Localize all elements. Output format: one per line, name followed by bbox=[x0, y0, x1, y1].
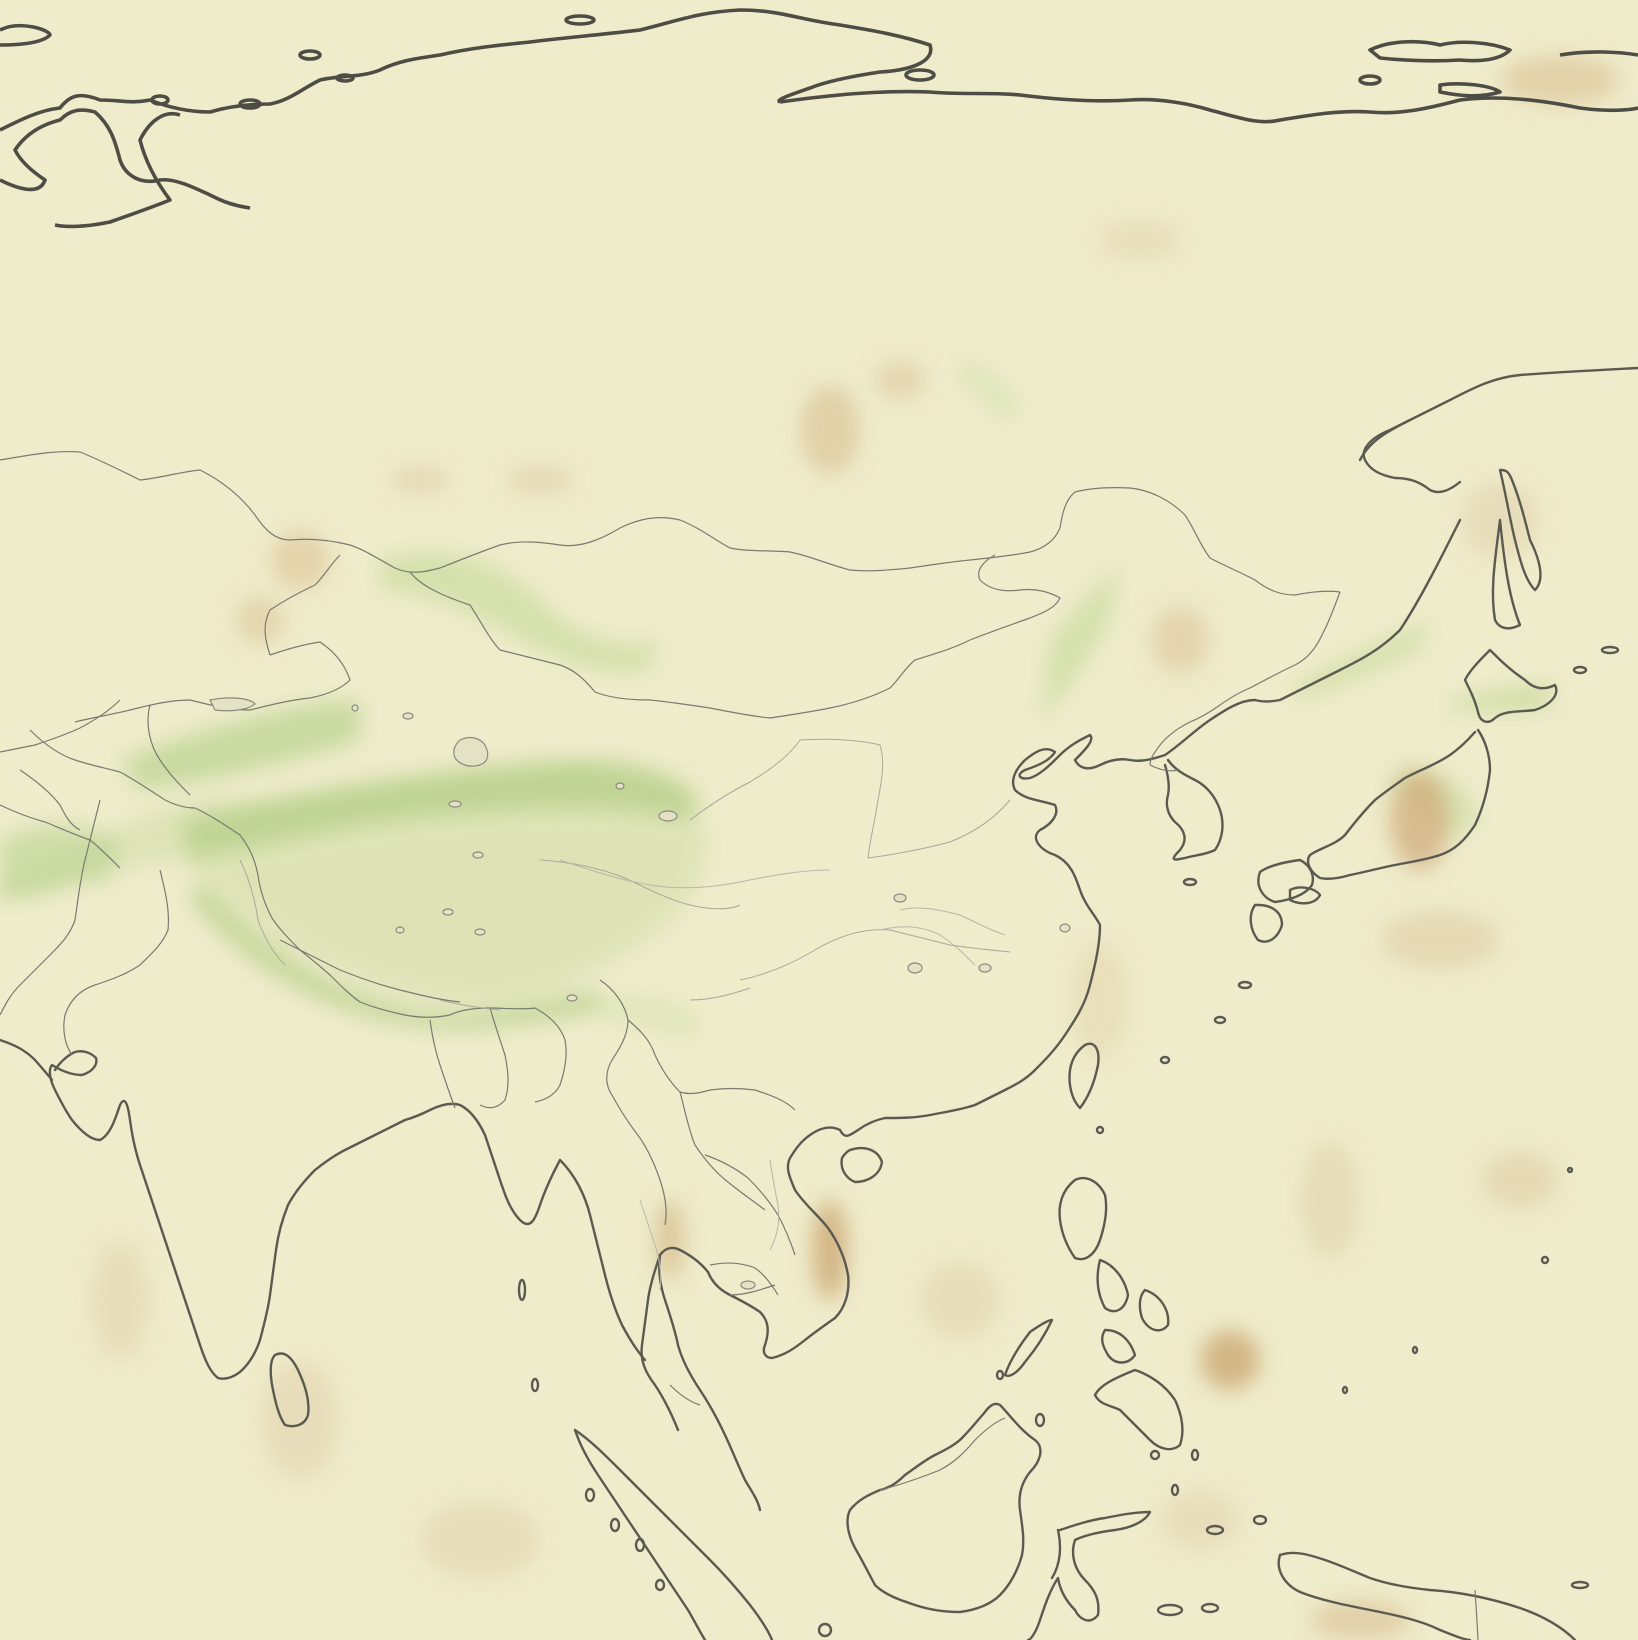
philippines-islands bbox=[1003, 1176, 1184, 1451]
internal-boundaries bbox=[239, 738, 1011, 1011]
lakes bbox=[209, 697, 1071, 1290]
arctic-coastline bbox=[0, 8, 1638, 229]
kamchatka-coast bbox=[1253, 366, 1638, 703]
japan-islands bbox=[1249, 648, 1558, 943]
country-borders bbox=[0, 450, 1479, 1640]
islets bbox=[517, 645, 1620, 1638]
sulawesi-island bbox=[1026, 1510, 1152, 1640]
rivers bbox=[559, 859, 1006, 1291]
borneo-island bbox=[846, 1402, 1042, 1614]
relief-shading bbox=[0, 55, 1620, 1640]
mainland-coastline bbox=[0, 698, 1257, 1512]
new-guinea-island bbox=[1277, 1551, 1577, 1640]
